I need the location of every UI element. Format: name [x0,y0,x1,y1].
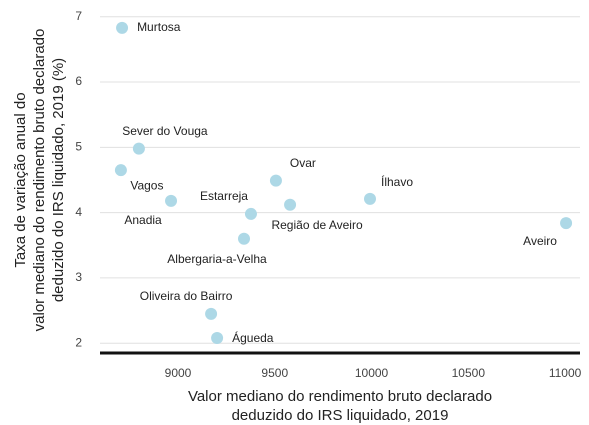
x-tick-label: 10500 [452,366,486,380]
point-label: Albergaria-a-Velha [167,252,267,266]
point [238,232,250,245]
point-label: Região de Aveiro [271,218,363,232]
point-label: Estarreja [200,189,248,203]
point-label: Ovar [290,156,316,170]
point [364,192,376,205]
point-label: Águeda [232,330,274,345]
point-label: Aveiro [523,234,557,248]
point-label: Sever do Vouga [122,124,208,138]
point [284,198,297,211]
y-tick-label: 2 [75,335,82,349]
x-axis-title: deduzido do IRS liquidado, 2019 [232,407,449,424]
point-label: Anadia [124,213,162,227]
y-tick-label: 4 [75,205,82,219]
point [132,142,145,155]
point [116,21,129,34]
point [269,174,282,187]
y-axis-title: deduzido do IRS liquidado, 2019 (%) [50,58,67,302]
point-label: Ílhavo [381,174,413,189]
point [211,331,224,344]
point [205,307,218,320]
x-axis-title: Valor mediano do rendimento bruto declar… [188,388,492,405]
y-axis-title: valor mediano do rendimento bruto declar… [31,29,48,332]
x-tick-label: 9500 [261,366,288,380]
point-label: Vagos [130,178,163,192]
point [165,194,178,207]
point-label: Oliveira do Bairro [140,289,233,303]
x-tick-label: 9000 [165,366,192,380]
y-tick-label: 5 [75,140,82,154]
y-axis-title: Taxa de variação anual do [12,92,29,267]
point [114,164,127,177]
point-label: Murtosa [137,20,181,34]
y-tick-label: 3 [75,270,82,284]
point [244,207,257,220]
x-tick-label: 10000 [355,366,389,380]
point [560,217,573,230]
y-tick-label: 6 [75,74,82,88]
x-tick-label: 11000 [549,366,582,380]
y-tick-label: 7 [75,9,82,23]
